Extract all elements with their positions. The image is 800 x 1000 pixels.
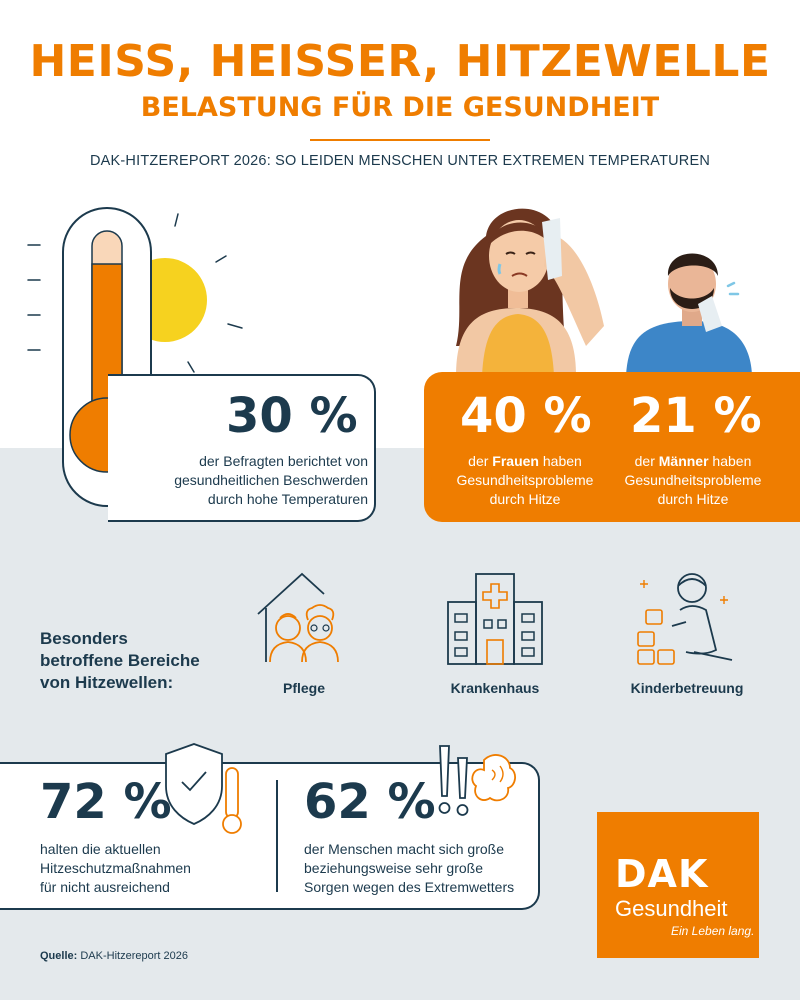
stat-total-line: durch hohe Temperaturen (207, 491, 368, 507)
stat-women-pre: der (468, 453, 493, 469)
child-blocks-icon (637, 573, 733, 665)
stat-protection-line: für nicht ausreichend (40, 879, 170, 895)
bottom-stats-box (0, 762, 540, 910)
logo-slogan: Ein Leben lang. (671, 924, 755, 938)
stat-men-line: Gesundheitsprobleme (624, 472, 762, 488)
elderly-home-icon (257, 572, 339, 663)
stat-worry-line: der Menschen macht sich große (304, 841, 504, 857)
stat-men-pre: der (634, 453, 659, 469)
people-heat-icon (456, 208, 752, 376)
stat-total-line: gesundheitlichen Beschwerden (174, 472, 368, 488)
stat-women-value: 40 % (460, 388, 592, 444)
stat-worry-desc: der Menschen macht sich große beziehungs… (304, 840, 534, 897)
stat-women-desc: der Frauen haben Gesundheitsprobleme dur… (440, 452, 610, 509)
hospital-icon (447, 573, 543, 665)
report-line: DAK-HITZEREPORT 2026: SO LEIDEN MENSCHEN… (89, 153, 711, 169)
main-title: HEISS, HEISSER, HITZEWELLE (29, 36, 771, 87)
stat-men-line: durch Hitze (657, 491, 729, 507)
stat-women-post: haben (538, 453, 582, 469)
stat-women-line: durch Hitze (489, 491, 561, 507)
stat-women-bold: Frauen (492, 453, 539, 469)
source-text: DAK-Hitzereport 2026 (77, 950, 188, 962)
areas-title: Besonders betroffene Bereiche von Hitzew… (40, 628, 200, 694)
logo-name: Gesundheit (615, 896, 728, 921)
dak-logo: DAK Gesundheit Ein Leben lang. (597, 812, 759, 958)
main-subtitle: BELASTUNG FÜR DIE GESUNDHEIT (140, 92, 660, 123)
stat-protection-line: Hitzeschutzmaßnahmen (40, 860, 191, 876)
thermometer-sun-icon (27, 207, 243, 507)
stat-protection-desc: halten die aktuellen Hitzeschutzmaßnahme… (40, 840, 260, 897)
areas-title-line: von Hitzewellen: (40, 673, 174, 692)
stat-worry-value: 62 % (304, 774, 436, 830)
areas-title-line: Besonders (40, 629, 128, 648)
stat-total-value: 30 % (226, 388, 358, 444)
shield-thermometer-icon (165, 743, 242, 834)
source-line: Quelle: DAK-Hitzereport 2026 (40, 950, 188, 962)
worry-brain-icon (438, 745, 516, 816)
stat-worry-line: Sorgen wegen des Extremwetters (304, 879, 515, 895)
bottom-divider (276, 780, 278, 892)
areas-title-line: betroffene Bereiche (40, 651, 200, 670)
gender-stats-box (424, 372, 800, 522)
stat-worry-line: beziehungsweise sehr große (304, 860, 483, 876)
stat-protection-value: 72 % (40, 774, 172, 830)
stat-total-line: der Befragten berichtet von (199, 453, 368, 469)
logo-brand: DAK (615, 852, 709, 896)
stat-total-desc: der Befragten berichtet von gesundheitli… (150, 452, 368, 509)
area-label-krankenhaus: Krankenhaus (450, 680, 540, 696)
stat-men-post: haben (708, 453, 752, 469)
stat-men-value: 21 % (630, 388, 762, 444)
stat-total-box (108, 374, 376, 522)
stat-men-desc: der Männer haben Gesundheitsprobleme dur… (608, 452, 778, 509)
stat-men-bold: Männer (658, 453, 709, 469)
stat-protection-line: halten die aktuellen (40, 841, 161, 857)
area-label-pflege: Pflege (282, 680, 325, 696)
source-label: Quelle: (40, 950, 78, 962)
area-label-kinderbetreuung: Kinderbetreuung (630, 680, 744, 696)
stat-women-line: Gesundheitsprobleme (456, 472, 594, 488)
title-divider (310, 139, 490, 141)
